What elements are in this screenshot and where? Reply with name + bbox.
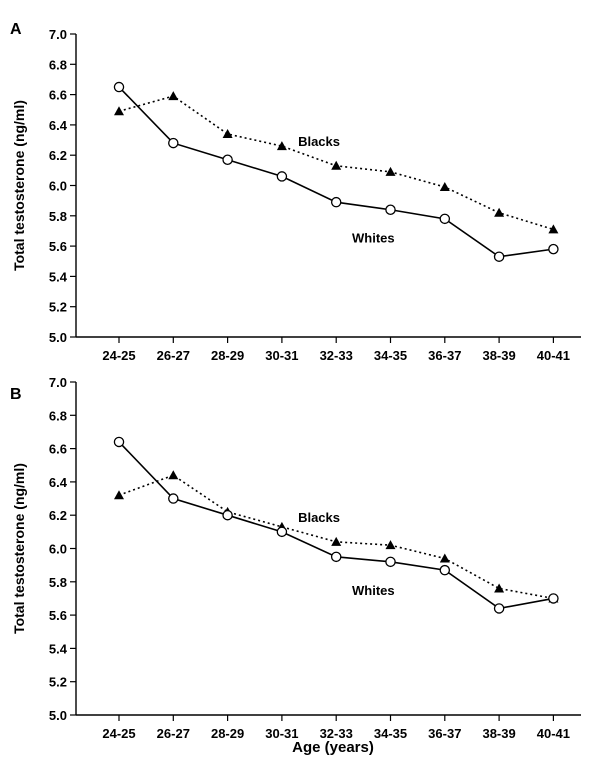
x-tick-label: 36-37 — [428, 348, 461, 363]
series-annotation: Blacks — [298, 134, 340, 149]
point-blacks — [548, 224, 559, 234]
y-tick-label: 6.8 — [49, 57, 67, 72]
point-blacks — [494, 207, 505, 217]
series-line-whites — [118, 86, 554, 258]
x-tick-label: 30-31 — [265, 348, 298, 363]
point-whites — [439, 213, 451, 225]
point-whites — [493, 251, 505, 262]
point-whites — [385, 204, 396, 215]
series-annotation: Whites — [352, 231, 395, 246]
x-tick-label: 24-25 — [102, 726, 135, 741]
point-blacks — [222, 128, 233, 138]
x-tick-label: 38-39 — [482, 348, 515, 363]
point-whites — [168, 137, 179, 149]
point-whites — [276, 526, 288, 538]
point-whites — [330, 551, 342, 563]
x-tick-label: 28-29 — [211, 726, 244, 741]
point-whites — [385, 556, 396, 568]
panel-label: A — [10, 21, 22, 38]
y-tick-label: 5.0 — [49, 708, 67, 723]
point-whites — [276, 171, 288, 182]
x-tick-label: 34-35 — [374, 726, 407, 741]
y-tick-label: 7.0 — [49, 375, 67, 390]
point-blacks — [276, 141, 287, 151]
y-axis-label: Total testosterone (ng/ml) — [11, 100, 27, 271]
y-tick-label: 6.0 — [49, 179, 67, 194]
y-tick-label: 6.6 — [49, 88, 67, 103]
x-tick-label: 32-33 — [320, 348, 353, 363]
point-whites — [493, 603, 505, 614]
x-tick-label: 26-27 — [157, 726, 190, 741]
y-tick-label: 5.8 — [49, 209, 67, 224]
y-tick-label: 6.8 — [49, 408, 67, 423]
point-whites — [222, 154, 233, 165]
point-whites — [113, 436, 125, 448]
y-tick-label: 5.8 — [49, 575, 67, 590]
point-blacks — [168, 470, 179, 480]
series-line-whites — [118, 441, 554, 610]
series-annotation: Blacks — [298, 510, 340, 525]
y-tick-label: 6.4 — [49, 118, 68, 133]
y-tick-label: 5.2 — [49, 300, 67, 315]
y-tick-label: 6.0 — [49, 542, 67, 557]
x-tick-label: 24-25 — [102, 348, 135, 363]
y-tick-label: 5.2 — [49, 675, 67, 690]
x-tick-label: 28-29 — [211, 348, 244, 363]
point-blacks — [331, 160, 342, 170]
y-axis-label: Total testosterone (ng/ml) — [11, 463, 27, 634]
point-whites — [548, 593, 559, 604]
point-blacks — [385, 540, 396, 550]
point-whites — [548, 243, 559, 255]
y-tick-label: 6.2 — [49, 148, 67, 163]
y-tick-label: 6.2 — [49, 508, 67, 523]
point-blacks — [168, 91, 179, 101]
x-tick-label: 40-41 — [537, 726, 570, 741]
point-whites — [113, 81, 125, 93]
y-tick-label: 5.0 — [49, 330, 67, 345]
y-tick-label: 5.6 — [49, 239, 67, 254]
x-tick-label: 30-31 — [265, 726, 298, 741]
x-tick-label: 36-37 — [428, 726, 461, 741]
x-tick-label: 40-41 — [537, 348, 570, 363]
y-tick-label: 6.6 — [49, 442, 67, 457]
x-tick-label: 38-39 — [482, 726, 515, 741]
y-tick-label: 5.4 — [49, 641, 68, 656]
point-whites — [168, 493, 179, 504]
y-tick-label: 6.4 — [49, 475, 68, 490]
point-blacks — [439, 182, 450, 192]
point-whites — [439, 564, 451, 576]
series-annotation: Whites — [352, 583, 395, 598]
x-tick-label: 32-33 — [320, 726, 353, 741]
shared-x-axis-label: Age (years) — [292, 739, 374, 756]
point-blacks — [331, 536, 342, 546]
x-tick-label: 26-27 — [157, 348, 190, 363]
panel-b: B 5.0 5.2 5.4 5.6 5.8 6.0 6.2 6.4 6.6 6.8 7.0 24-25 2… — [10, 375, 581, 741]
point-blacks — [385, 166, 396, 176]
x-tick-label: 34-35 — [374, 348, 407, 363]
panel-label: B — [10, 386, 22, 403]
point-whites — [330, 196, 342, 208]
y-tick-label: 5.4 — [49, 269, 68, 284]
point-whites — [222, 509, 233, 521]
panel-a: A 5.0 5.2 5.4 5.6 5.8 6.0 6.2 6.4 6.6 6.8 7.0 24-25 2… — [10, 21, 581, 363]
y-tick-label: 7.0 — [49, 27, 67, 42]
point-blacks — [439, 553, 450, 563]
point-blacks — [494, 583, 505, 593]
y-tick-label: 5.6 — [49, 608, 67, 623]
point-blacks — [114, 106, 124, 116]
point-blacks — [114, 490, 124, 500]
